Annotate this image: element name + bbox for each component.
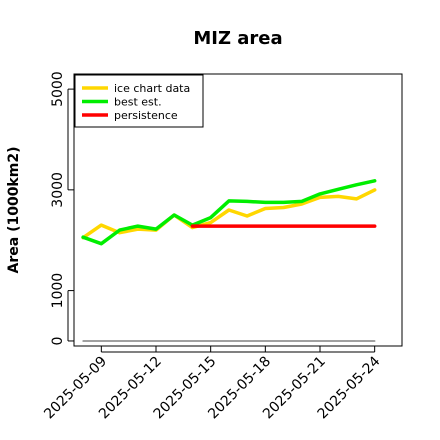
legend-label: persistence bbox=[114, 109, 178, 122]
y-tick-label: 5000 bbox=[50, 71, 66, 107]
y-axis-label: Area (1000km2) bbox=[6, 147, 22, 274]
y-tick-label: 1000 bbox=[50, 273, 66, 309]
series-line-best-est- bbox=[81, 179, 377, 246]
y-tick-label: 3000 bbox=[50, 172, 66, 208]
y-tick-label: 0 bbox=[50, 337, 66, 346]
plot-area bbox=[73, 73, 403, 347]
chart-title: MIZ area bbox=[193, 28, 282, 49]
x-axis: 2025-05-092025-05-122025-05-152025-05-18… bbox=[41, 346, 384, 422]
series-layer bbox=[81, 179, 377, 342]
y-axis: 0 1000 3000 5000 bbox=[50, 71, 74, 345]
legend-label: best est. bbox=[114, 96, 162, 109]
legend-label: ice chart data bbox=[114, 82, 190, 95]
plot-frame bbox=[73, 73, 403, 347]
series-line-ice-chart-data bbox=[81, 188, 377, 240]
